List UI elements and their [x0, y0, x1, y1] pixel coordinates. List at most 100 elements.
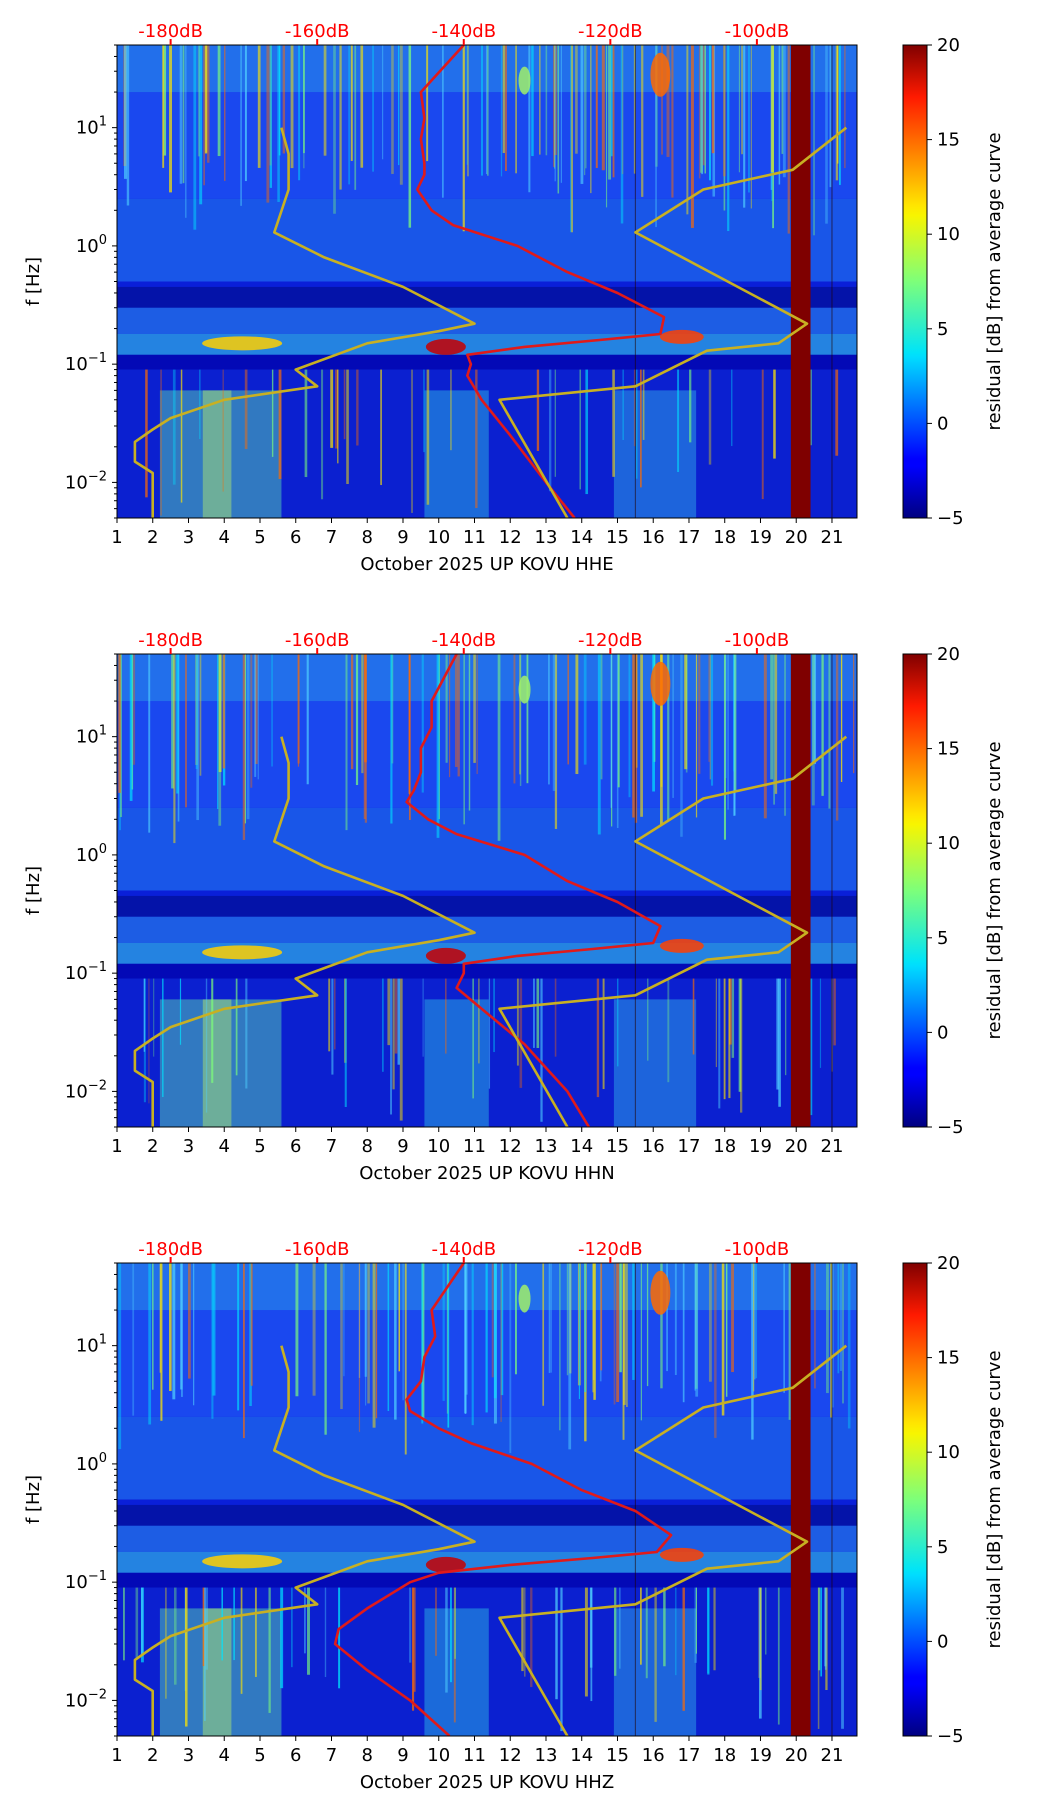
- heatmap-streak: [584, 45, 586, 176]
- x-tick-label: 20: [785, 1136, 808, 1157]
- heatmap-streak: [360, 45, 364, 168]
- panel-2: 1 2 3 4 5 6 7 8 9 10 11 12 13 14 15 16 17 18 19 20 21October…: [23, 630, 1005, 1184]
- heatmap-streak: [356, 369, 359, 446]
- colorbar-label: residual [dB] from average curve: [984, 1350, 1005, 1648]
- average-curve: [416, 45, 666, 518]
- heatmap-streak: [694, 1587, 697, 1663]
- heatmap-streak: [578, 1263, 581, 1399]
- heatmap-streak: [813, 45, 815, 236]
- heatmap-streak: [397, 978, 400, 1065]
- heatmap-hotspot: [425, 1556, 466, 1573]
- heatmap-streak: [536, 369, 540, 451]
- heatmap-streak: [129, 654, 133, 801]
- data-gap-band: [790, 654, 811, 1127]
- heatmap-streak: [187, 1263, 191, 1379]
- heatmap-streak: [350, 45, 353, 161]
- heatmap-streak: [123, 1587, 125, 1661]
- heatmap-streak: [257, 45, 261, 168]
- heatmap-streak: [471, 1263, 474, 1426]
- heatmap-streak: [750, 45, 752, 209]
- heatmap-streak: [694, 1263, 698, 1389]
- heatmap-streak: [245, 978, 248, 1089]
- heatmap-streak: [193, 45, 197, 230]
- heatmap-texture-band: [117, 354, 857, 370]
- heatmap-streak: [692, 978, 695, 1055]
- heatmap-streak: [770, 45, 774, 173]
- heatmap-streak: [298, 45, 301, 181]
- heatmap-streak: [240, 45, 242, 206]
- colorbar-gradient: [902, 1262, 928, 1737]
- heatmap-streak: [295, 1263, 299, 1397]
- x-tick-label: 9: [397, 1136, 408, 1157]
- heatmap-streak: [509, 1263, 512, 1454]
- heatmap-streak: [246, 654, 250, 820]
- heatmap-streak: [621, 45, 624, 175]
- x-tick-label: 4: [219, 527, 230, 548]
- heatmap-streak: [778, 978, 781, 1107]
- db-scale-label: -120dB: [578, 1239, 643, 1260]
- heatmap-streak: [761, 369, 764, 500]
- heatmap-streak: [148, 1263, 152, 1425]
- heatmap-streak: [491, 1263, 494, 1378]
- heatmap-streak: [277, 45, 280, 202]
- x-tick-label: 21: [821, 527, 844, 548]
- heatmap-streak: [519, 654, 522, 786]
- heatmap-streak: [504, 45, 507, 172]
- x-tick-label: 1: [111, 1745, 122, 1766]
- colorbar-tick-label: 15: [937, 739, 960, 760]
- x-tick-label: 7: [326, 1745, 337, 1766]
- heatmap-streak: [324, 1263, 327, 1435]
- heatmap-streak: [409, 1587, 412, 1663]
- reference-curve: [133, 736, 476, 1127]
- heatmap-texture-band: [117, 1525, 857, 1552]
- heatmap-streak: [526, 654, 529, 784]
- y-tick-label: 101: [76, 1333, 107, 1357]
- heatmap-streak: [545, 45, 548, 156]
- x-tick-label: 17: [678, 527, 701, 548]
- heatmap-streak: [179, 45, 183, 184]
- x-tick-label: 13: [535, 1745, 558, 1766]
- heatmap-streak: [554, 654, 558, 829]
- heatmap-streak: [442, 1263, 445, 1401]
- heatmap-streak: [164, 1587, 167, 1699]
- heatmap-streak: [622, 369, 624, 441]
- x-tick-label: 10: [427, 1745, 450, 1766]
- heatmap-streak: [714, 1263, 717, 1438]
- heatmap-streak: [266, 45, 270, 203]
- reference-curve: [498, 735, 848, 1127]
- heatmap-streak: [559, 1263, 561, 1431]
- heatmap-streak: [542, 1263, 545, 1406]
- heatmap-streak: [708, 654, 710, 762]
- heatmap-streak: [493, 1263, 497, 1399]
- heatmap-streak: [413, 1587, 416, 1692]
- colorbar-gradient: [902, 653, 928, 1128]
- heatmap-streak: [778, 45, 781, 185]
- reference-curve: [498, 1344, 848, 1736]
- heatmap-streak: [502, 45, 505, 153]
- heatmap-streak: [554, 45, 556, 182]
- x-tick-label: 7: [326, 1136, 337, 1157]
- heatmap-streak: [666, 1263, 668, 1372]
- heatmap-hotspot: [425, 947, 466, 964]
- heatmap-streak: [682, 1587, 685, 1711]
- heatmap-streak: [339, 45, 342, 190]
- heatmap-streak: [570, 45, 573, 233]
- heatmap-streak: [278, 45, 281, 156]
- heatmap-streak: [184, 1587, 188, 1727]
- heatmap-streak: [733, 654, 735, 772]
- heatmap-streak: [776, 978, 780, 1090]
- heatmap-texture-band: [202, 390, 232, 518]
- heatmap-streak: [640, 1263, 642, 1421]
- heatmap-streak: [575, 45, 578, 154]
- x-tick-label: 5: [254, 1136, 265, 1157]
- heatmap-streak: [839, 45, 841, 185]
- heatmap-streak: [330, 369, 334, 448]
- heatmap-streak: [810, 369, 812, 446]
- heatmap-streak: [328, 978, 331, 1052]
- colorbar-label: residual [dB] from average curve: [984, 741, 1005, 1039]
- heatmap-streak: [358, 1263, 361, 1432]
- heatmap-streak: [617, 654, 620, 788]
- heatmap-streak: [723, 45, 726, 177]
- x-tick-label: 8: [362, 527, 373, 548]
- heatmap-streak: [423, 369, 425, 453]
